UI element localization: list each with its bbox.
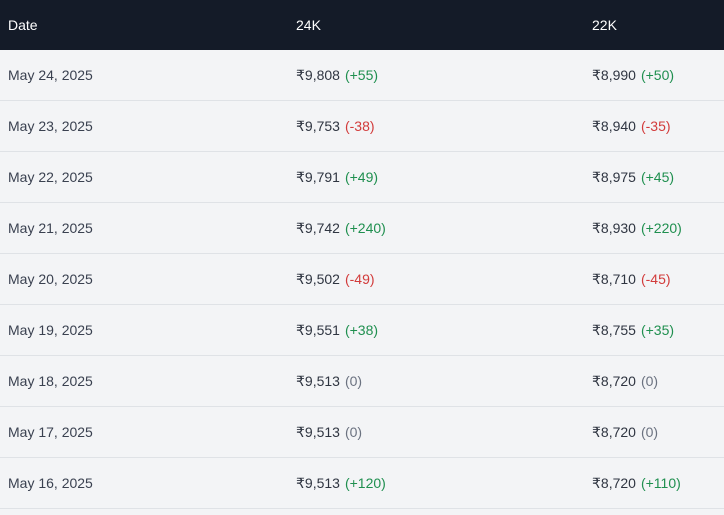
table-row: May 19, 2025 ₹9,551 (+38) ₹8,755 (+35) bbox=[0, 305, 724, 356]
price-22k: ₹8,720 bbox=[592, 423, 636, 440]
table-header: Date 24K 22K bbox=[0, 0, 724, 50]
row-date: May 16, 2025 bbox=[8, 475, 93, 491]
row-price-22k: ₹8,710 (-45) bbox=[592, 271, 724, 288]
row-price-22k: ₹8,755 (+35) bbox=[592, 322, 724, 339]
table-row: May 24, 2025 ₹9,808 (+55) ₹8,990 (+50) bbox=[0, 50, 724, 101]
change-24k: (0) bbox=[344, 372, 363, 389]
header-22k: 22K bbox=[592, 17, 617, 33]
row-date: May 18, 2025 bbox=[8, 373, 93, 389]
price-24k: ₹9,513 bbox=[296, 474, 340, 491]
table-row: May 21, 2025 ₹9,742 (+240) ₹8,930 (+220) bbox=[0, 203, 724, 254]
change-22k: (0) bbox=[640, 372, 659, 389]
price-24k: ₹9,753 bbox=[296, 117, 340, 134]
row-date: May 19, 2025 bbox=[8, 322, 93, 338]
price-24k: ₹9,513 bbox=[296, 372, 340, 389]
row-price-22k: ₹8,990 (+50) bbox=[592, 67, 724, 84]
change-24k: (+55) bbox=[344, 66, 379, 83]
table-row: May 18, 2025 ₹9,513 (0) ₹8,720 (0) bbox=[0, 356, 724, 407]
row-price-22k: ₹8,930 (+220) bbox=[592, 220, 724, 237]
row-date: May 17, 2025 bbox=[8, 424, 93, 440]
price-22k: ₹8,990 bbox=[592, 66, 636, 83]
change-22k: (+220) bbox=[640, 219, 682, 236]
row-price-22k: ₹8,975 (+45) bbox=[592, 169, 724, 186]
row-date: May 24, 2025 bbox=[8, 67, 93, 83]
row-price-22k: ₹8,720 (0) bbox=[592, 373, 724, 390]
table-row: May 17, 2025 ₹9,513 (0) ₹8,720 (0) bbox=[0, 407, 724, 458]
change-24k: (0) bbox=[344, 423, 363, 440]
price-24k: ₹9,791 bbox=[296, 168, 340, 185]
row-price-24k: ₹9,513 (+120) bbox=[296, 475, 592, 492]
header-24k: 24K bbox=[296, 17, 321, 33]
row-price-24k: ₹9,513 (0) bbox=[296, 424, 592, 441]
change-22k: (+110) bbox=[640, 474, 681, 491]
change-24k: (+120) bbox=[344, 474, 386, 491]
table-row: May 23, 2025 ₹9,753 (-38) ₹8,940 (-35) bbox=[0, 101, 724, 152]
price-22k: ₹8,720 bbox=[592, 372, 636, 389]
price-24k: ₹9,742 bbox=[296, 219, 340, 236]
change-24k: (+38) bbox=[344, 321, 379, 338]
price-22k: ₹8,930 bbox=[592, 219, 636, 236]
change-24k: (-38) bbox=[344, 117, 375, 134]
row-price-24k: ₹9,753 (-38) bbox=[296, 118, 592, 135]
price-22k: ₹8,940 bbox=[592, 117, 636, 134]
row-date: May 20, 2025 bbox=[8, 271, 93, 287]
row-price-22k: ₹8,940 (-35) bbox=[592, 118, 724, 135]
price-22k: ₹8,720 bbox=[592, 474, 636, 491]
change-22k: (+50) bbox=[640, 66, 675, 83]
price-24k: ₹9,513 bbox=[296, 423, 340, 440]
change-24k: (+49) bbox=[344, 168, 379, 185]
price-24k: ₹9,502 bbox=[296, 270, 340, 287]
price-22k: ₹8,975 bbox=[592, 168, 636, 185]
row-date: May 21, 2025 bbox=[8, 220, 93, 236]
table-body: May 24, 2025 ₹9,808 (+55) ₹8,990 (+50) May 23… bbox=[0, 50, 724, 509]
price-22k: ₹8,755 bbox=[592, 321, 636, 338]
table-row: May 22, 2025 ₹9,791 (+49) ₹8,975 (+45) bbox=[0, 152, 724, 203]
price-24k: ₹9,808 bbox=[296, 66, 340, 83]
row-date: May 22, 2025 bbox=[8, 169, 93, 185]
row-price-24k: ₹9,551 (+38) bbox=[296, 322, 592, 339]
table-row: May 20, 2025 ₹9,502 (-49) ₹8,710 (-45) bbox=[0, 254, 724, 305]
change-22k: (-45) bbox=[640, 270, 671, 287]
change-22k: (-35) bbox=[640, 117, 671, 134]
header-date: Date bbox=[8, 17, 38, 33]
change-22k: (+35) bbox=[640, 321, 675, 338]
row-price-24k: ₹9,791 (+49) bbox=[296, 169, 592, 186]
row-price-22k: ₹8,720 (+110) bbox=[592, 475, 724, 492]
row-price-24k: ₹9,808 (+55) bbox=[296, 67, 592, 84]
row-price-24k: ₹9,502 (-49) bbox=[296, 271, 592, 288]
table-row: May 16, 2025 ₹9,513 (+120) ₹8,720 (+110) bbox=[0, 458, 724, 509]
row-date: May 23, 2025 bbox=[8, 118, 93, 134]
row-price-24k: ₹9,513 (0) bbox=[296, 373, 592, 390]
change-22k: (0) bbox=[640, 423, 659, 440]
change-24k: (-49) bbox=[344, 270, 375, 287]
change-22k: (+45) bbox=[640, 168, 675, 185]
row-price-22k: ₹8,720 (0) bbox=[592, 424, 724, 441]
change-24k: (+240) bbox=[344, 219, 386, 236]
price-24k: ₹9,551 bbox=[296, 321, 340, 338]
price-22k: ₹8,710 bbox=[592, 270, 636, 287]
row-price-24k: ₹9,742 (+240) bbox=[296, 220, 592, 237]
